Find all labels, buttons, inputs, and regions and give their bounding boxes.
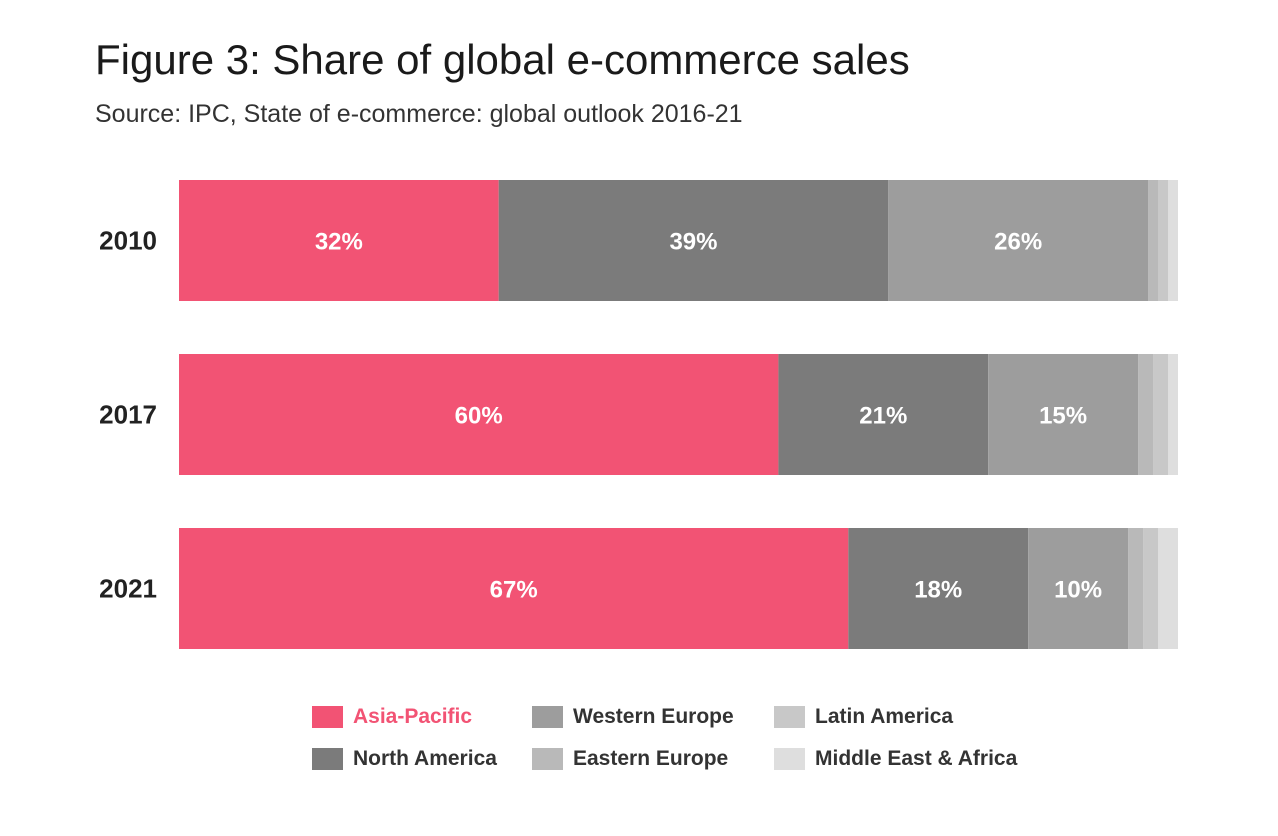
legend-label: Latin America (815, 705, 954, 728)
bar-segment-2010-5 (1168, 180, 1178, 301)
data-label-2017-1: 21% (859, 403, 907, 430)
bar-segment-2021-3 (1128, 528, 1144, 649)
data-label-2021-0: 67% (490, 577, 538, 604)
data-label-2017-0: 60% (455, 403, 503, 430)
legend-label: Western Europe (573, 705, 734, 728)
bar-segment-2017-5 (1168, 354, 1178, 475)
legend-item: Middle East & Africa (774, 738, 1064, 780)
legend-item: Asia-Pacific (312, 696, 532, 738)
legend-item: Eastern Europe (532, 738, 774, 780)
legend-item: Western Europe (532, 696, 774, 738)
bar-segment-2010-2 (888, 180, 1149, 301)
bar-segment-2021-4 (1143, 528, 1159, 649)
legend-swatch (532, 748, 563, 770)
chart-subtitle: Source: IPC, State of e-commerce: global… (95, 100, 743, 128)
chart-legend: Asia-Pacific North America Western Europe E… (312, 696, 1072, 780)
data-label-2021-1: 18% (914, 577, 962, 604)
bar-segment-2017-4 (1153, 354, 1169, 475)
legend-swatch (312, 706, 343, 728)
bar-segment-2017-2 (988, 354, 1139, 475)
legend-swatch (774, 706, 805, 728)
bar-segment-2021-5 (1158, 528, 1178, 649)
bar-segment-2010-1 (498, 180, 889, 301)
legend-label: North America (353, 747, 497, 770)
bar-segment-2017-3 (1138, 354, 1154, 475)
chart-title: Figure 3: Share of global e-commerce sal… (95, 36, 910, 83)
legend-item: North America (312, 738, 532, 780)
legend-swatch (312, 748, 343, 770)
data-label-2010-2: 26% (994, 229, 1042, 256)
data-label-2010-1: 39% (669, 229, 717, 256)
bar-segment-2010-0 (179, 180, 499, 301)
bar-segment-2021-1 (848, 528, 1029, 649)
bar-segment-2017-1 (778, 354, 989, 475)
legend-label: Asia-Pacific (353, 705, 473, 728)
bar-segment-2010-4 (1158, 180, 1169, 301)
data-label-2021-2: 10% (1054, 577, 1102, 604)
legend-swatch (532, 706, 563, 728)
category-label-2010: 2010 (99, 226, 157, 256)
legend-label: Eastern Europe (573, 747, 729, 770)
legend-label: Middle East & Africa (815, 747, 1018, 770)
bar-segment-2010-3 (1148, 180, 1159, 301)
category-label-2017: 2017 (99, 400, 157, 430)
legend-swatch (774, 748, 805, 770)
data-label-2010-0: 32% (315, 229, 363, 256)
bar-segment-2017-0 (179, 354, 779, 475)
data-label-2017-2: 15% (1039, 403, 1087, 430)
bar-segment-2021-2 (1028, 528, 1129, 649)
category-label-2021: 2021 (99, 574, 157, 604)
legend-item: Latin America (774, 696, 1064, 738)
bar-segment-2021-0 (179, 528, 849, 649)
